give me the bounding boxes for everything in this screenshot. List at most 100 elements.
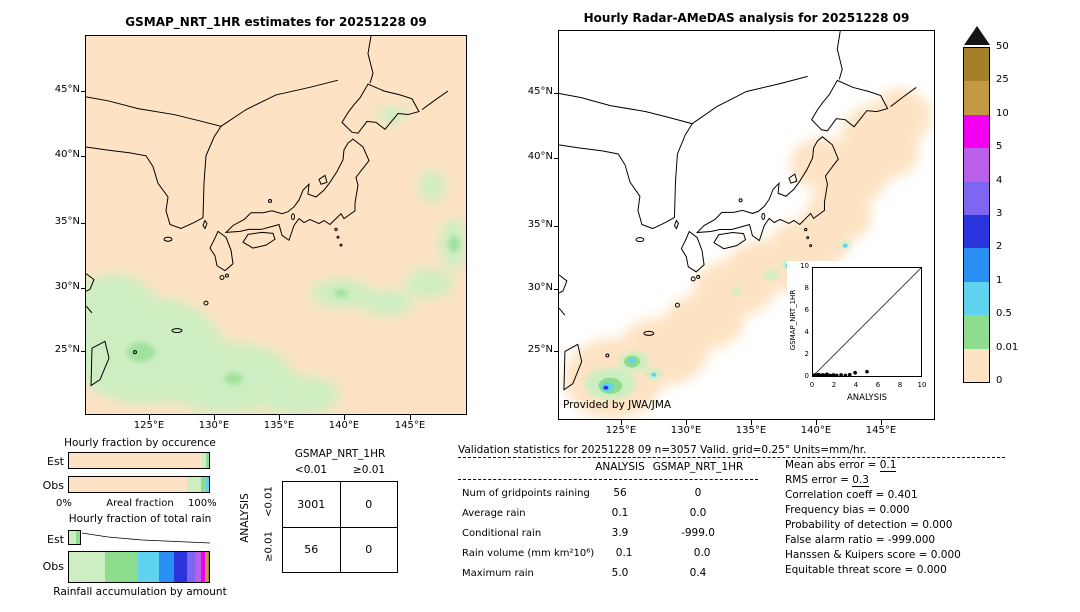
radar-map-clip [559, 31, 934, 419]
lon-tick-label: 140°E [328, 420, 360, 431]
stat-value: 0.000 [879, 504, 910, 516]
contingency-col-labels: <0.01 ≥0.01 [282, 464, 398, 476]
lat-tick-label: 35°N [54, 216, 80, 227]
validation-row: Num of gridpoints raining 56 0 [458, 483, 758, 503]
lat-tick-label: 30°N [527, 282, 553, 293]
lat-tick-label: 25°N [54, 344, 80, 355]
accumulation-title: Rainfall accumulation by amount [53, 586, 227, 598]
inset-y-tick-label: 4 [804, 328, 809, 336]
bar-segment-green_light [202, 453, 207, 468]
stat-mean-abs-error: Mean abs error = 0.1 [785, 459, 897, 472]
est-occurrence-bar [68, 452, 210, 469]
lon-tick-label: 140°E [800, 425, 832, 436]
colorbar-tick-label: 1 [996, 274, 1003, 286]
bar-segment-blue_lt [158, 552, 174, 582]
bar-segment-cyan [206, 477, 209, 492]
colorbar-band-cyan [964, 281, 989, 316]
bar-segment-blue [173, 552, 187, 582]
colorbar-band-tan [964, 81, 989, 115]
stat-value: -999.000 [887, 534, 936, 546]
lon-tickmark [149, 415, 150, 420]
inset-x-axis-label: ANALYSIS [846, 393, 888, 403]
bar-segment-peach [69, 453, 202, 468]
contingency-cell: 0 [340, 482, 398, 528]
stat-rms-error: RMS error = 0.3 [785, 474, 869, 487]
colorbar-tick-label: 25 [996, 74, 1009, 86]
stat-frequency-bias: Frequency bias = 0.000 [785, 504, 910, 516]
lon-tick-label: 145°E [394, 420, 426, 431]
lon-tickmark [686, 420, 687, 425]
bar-segment-green [105, 552, 138, 582]
radar-map-canvas [559, 31, 932, 419]
lon-tick-label: 145°E [865, 425, 897, 436]
gsmap-map-canvas [86, 36, 466, 414]
bar-segment-green [76, 531, 80, 544]
inset-y-axis-label: GSMAP_NRT_1HR [789, 289, 797, 351]
divider-top [458, 457, 1005, 458]
radar-map-title: Hourly Radar-AMeDAS analysis for 2025122… [583, 11, 910, 25]
scatter-points [813, 369, 869, 376]
validation-header-analysis: ANALYSIS [595, 461, 645, 473]
validation-value-analysis: 5.0 [611, 567, 629, 579]
contingency-row-axis-label: ANALYSIS [239, 493, 251, 543]
divider-header [458, 479, 758, 480]
lat-tickmark [81, 351, 86, 352]
validation-value-analysis: 0.1 [611, 507, 629, 519]
colorbar-bands [963, 47, 990, 383]
colorbar: 50 25 10 5 4 3 2 1 0.5 0.01 0 [963, 26, 1073, 406]
totalrain-distribution-line [82, 532, 210, 544]
lat-tick-label: 35°N [527, 219, 553, 230]
inset-y-tick-label: 0 [804, 372, 809, 380]
inset-y-tick-label: 10 [800, 262, 809, 270]
radar-map: Provided by JWA/JMA GSMAP_NRT_1HR ANALYS… [528, 30, 935, 436]
bar-segment-cyan [137, 552, 159, 582]
colorbar-band-peach [964, 348, 989, 383]
one-to-one-line [813, 268, 921, 376]
validation-header-spacer [458, 461, 590, 473]
stat-probability-of-detection: Probability of detection = 0.000 [785, 519, 953, 531]
validation-value-analysis: 3.9 [611, 527, 629, 539]
lat-tick-label: 40°N [54, 149, 80, 160]
areal-fraction-100: 100% [188, 498, 217, 509]
validation-value-analysis: 56 [613, 487, 627, 499]
colorbar-tick-label: 50 [996, 41, 1009, 52]
lon-tickmark [621, 420, 622, 425]
inset-y-tick-label: 2 [804, 350, 809, 358]
bar-segment-green_light [69, 531, 77, 544]
stat-value: 0.000 [916, 564, 947, 576]
lon-tickmark [344, 415, 345, 420]
inset-plot-box [812, 267, 922, 377]
contingency-cell: 56 [283, 527, 341, 573]
obs-label-accum: Obs [42, 560, 64, 573]
bar-segment-orchid [194, 552, 201, 582]
obs-accumulation-bar [68, 551, 210, 583]
bar-segment-peach [69, 477, 187, 492]
lat-tickmark [554, 158, 559, 159]
lat-tickmark [554, 93, 559, 94]
validation-row-label: Average rain [462, 507, 526, 519]
colorbar-tick-label: 3 [996, 208, 1003, 219]
lat-tick-label: 45°N [54, 84, 80, 95]
validation-row: Rain volume (mm km²10⁶) 0.1 0.0 [458, 543, 758, 563]
validation-value-gsmap: 0.0 [689, 507, 707, 519]
colorbar-tick-label: 0 [996, 375, 1003, 386]
stat-value: 0.3 [852, 474, 869, 487]
radar-rain-cells [598, 243, 848, 394]
validation-value-gsmap: 0.0 [693, 547, 711, 559]
inset-y-tick-label: 8 [804, 284, 809, 292]
lat-tick-label: 30°N [54, 281, 80, 292]
gsmap-rain-patches [86, 105, 466, 414]
colorbar-labels: 50 25 10 5 4 3 2 1 0.5 0.01 0 [996, 41, 1046, 386]
contingency-cell: 3001 [283, 482, 341, 528]
lat-tick-label: 40°N [527, 151, 553, 162]
inset-x-tick-label: 0 [809, 381, 815, 389]
lat-tick-label: 25°N [527, 344, 553, 355]
lat-tick-label: 45°N [527, 86, 553, 97]
lon-tickmark [751, 420, 752, 425]
validation-row-label: Rain volume (mm km²10⁶) [462, 547, 595, 559]
contingency-col-label: ≥0.01 [352, 464, 386, 476]
stat-hanssen-kuipers-score: Hanssen & Kuipers score = 0.000 [785, 549, 961, 561]
inset-x-tick-label: 6 [875, 381, 881, 389]
bar-segment-brown [207, 552, 209, 582]
